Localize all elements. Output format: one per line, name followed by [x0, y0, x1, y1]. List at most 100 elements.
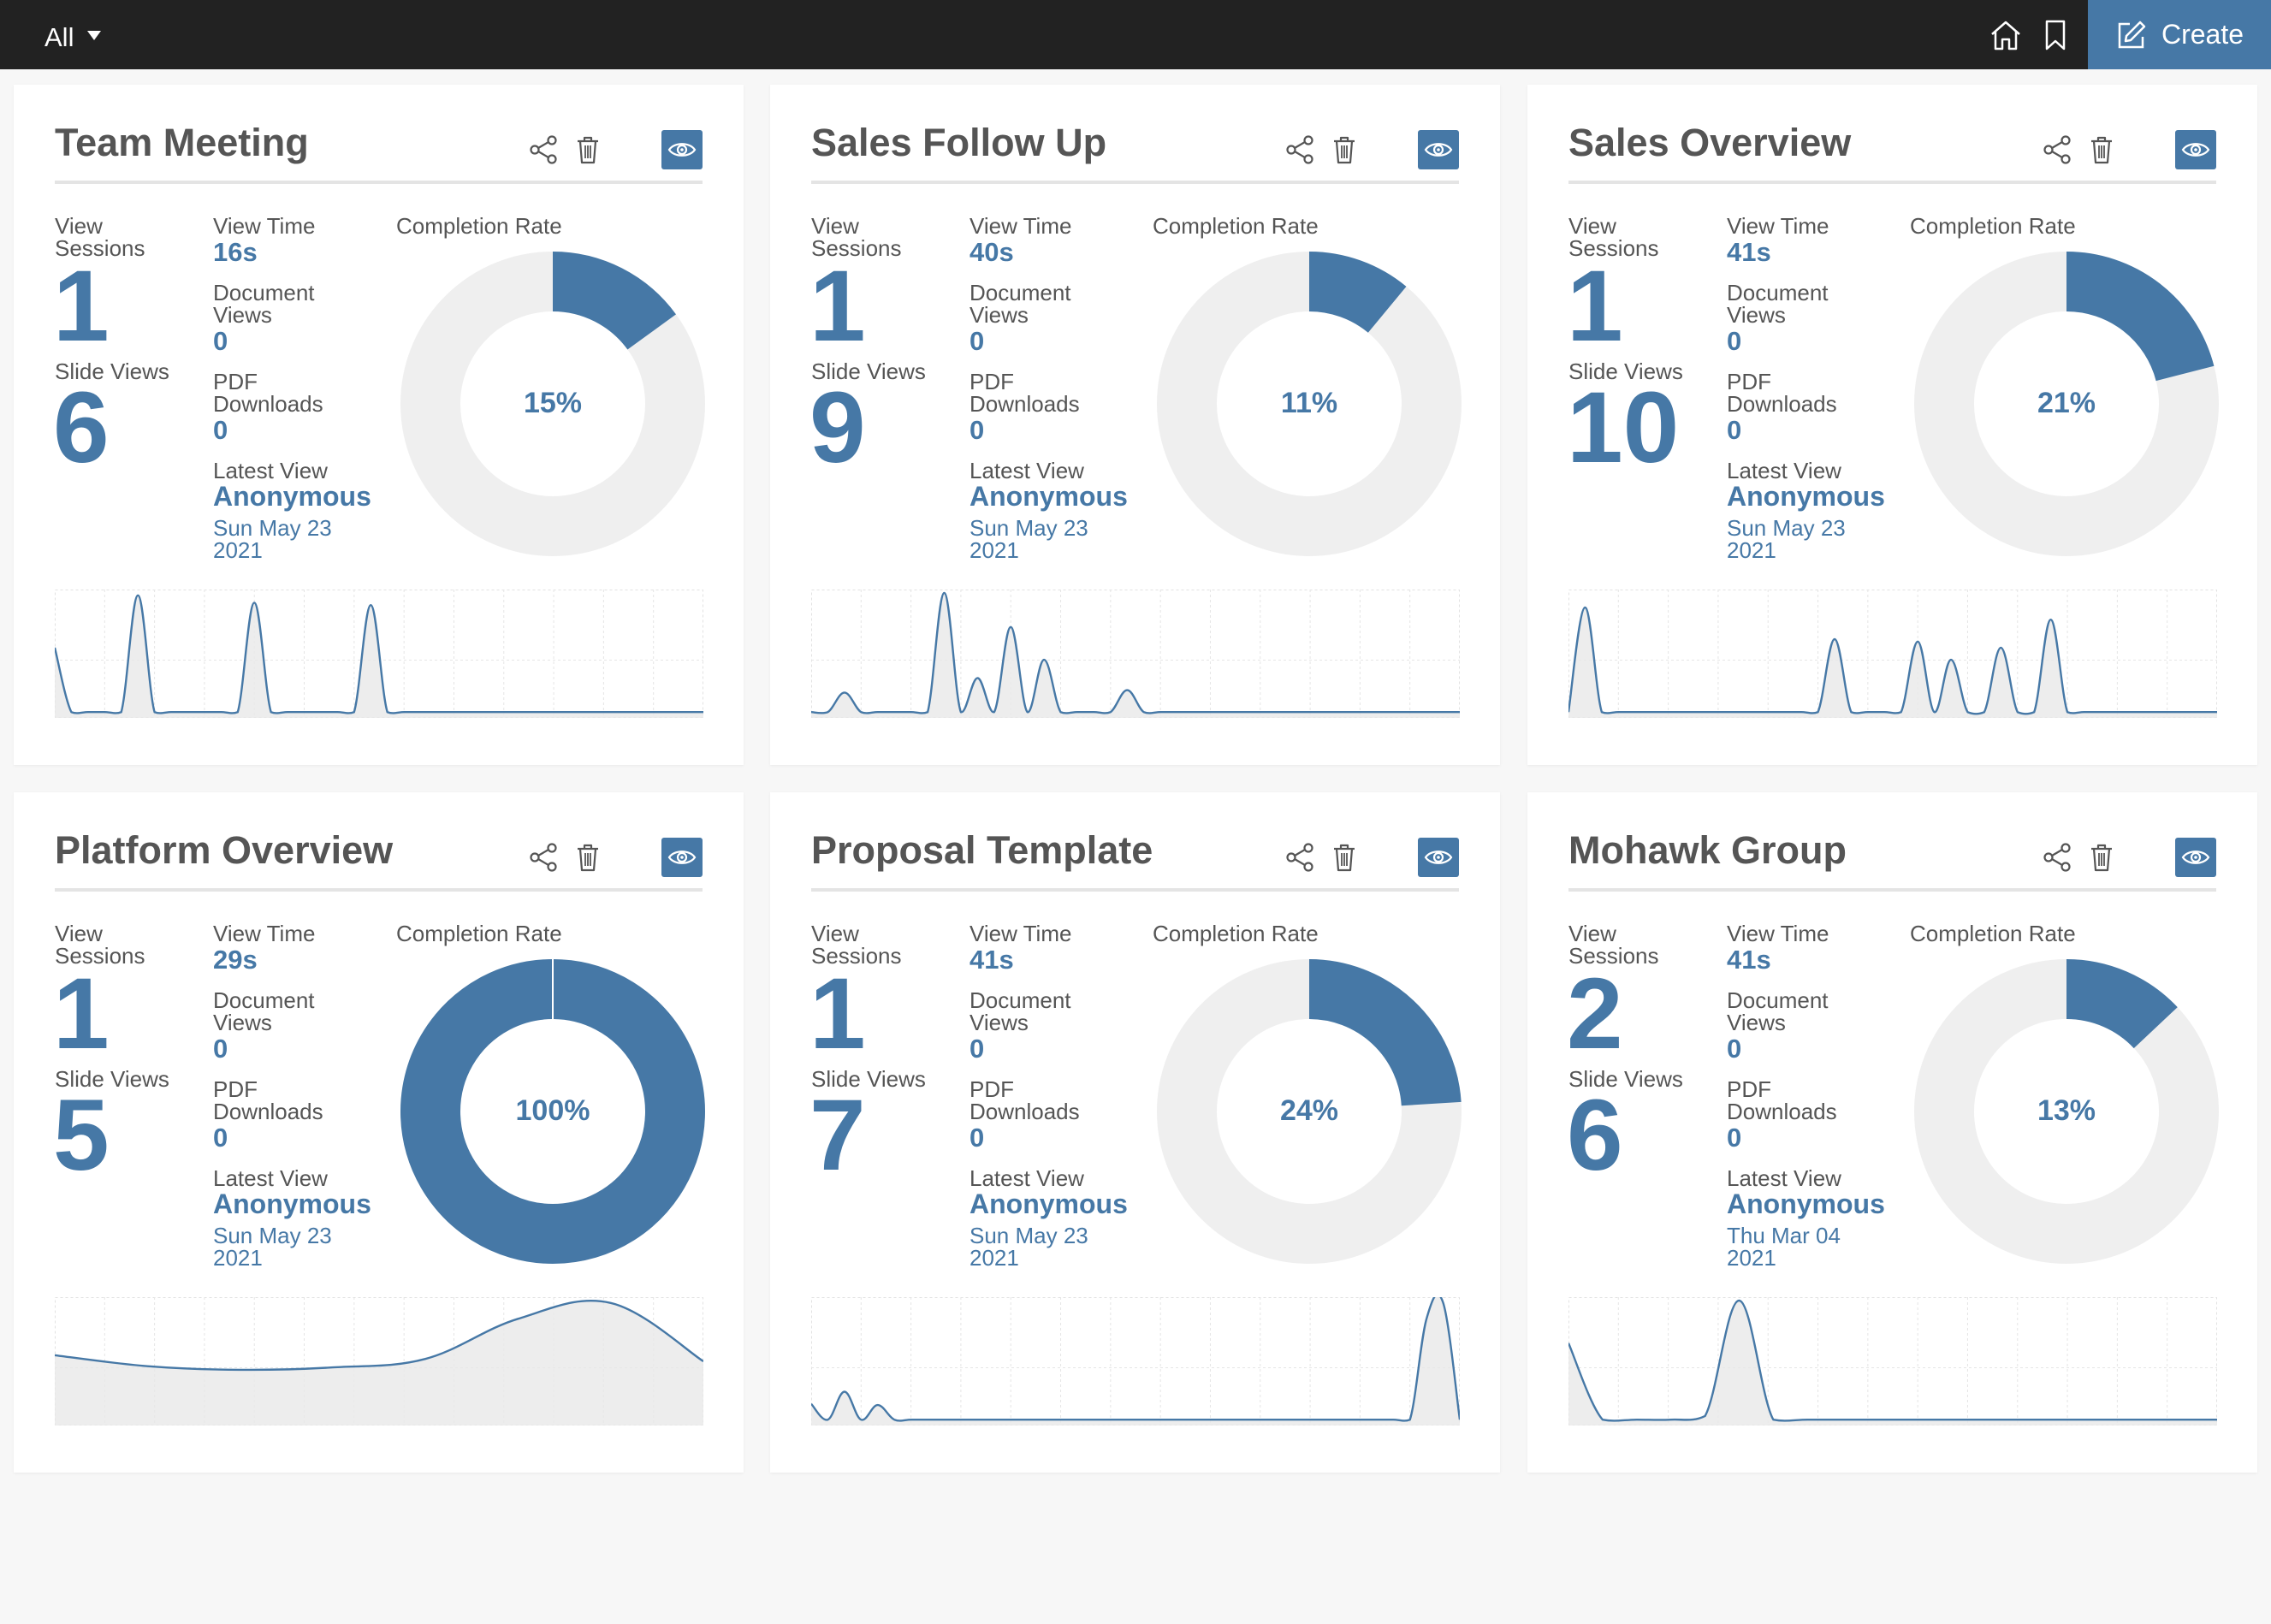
latest-viewer-name[interactable]: Anonymous [969, 481, 1128, 512]
view-time-label: View Time [969, 213, 1072, 239]
eye-icon [667, 143, 697, 157]
create-label: Create [2161, 19, 2244, 50]
create-button[interactable]: Create [2088, 0, 2271, 69]
view-button[interactable] [661, 838, 703, 877]
sparkline-line [55, 594, 703, 714]
slide-views-value: 9 [809, 371, 866, 484]
slide-views-value: 6 [1567, 1079, 1623, 1192]
pdf-downloads-value: 0 [213, 415, 228, 445]
view-button[interactable] [1418, 130, 1459, 169]
sparkline-area [1568, 608, 2217, 718]
view-time-label: View Time [213, 921, 316, 946]
completion-rate-label: Completion Rate [1910, 921, 2076, 946]
document-views-label: Document Views [969, 280, 1071, 328]
share-icon[interactable] [526, 133, 560, 167]
trash-icon[interactable] [1327, 840, 1361, 874]
sparkline-grid [1568, 1297, 2217, 1425]
sparkline-grid [1568, 590, 2217, 718]
completion-donut-chart: 24% [1157, 959, 1462, 1264]
latest-viewer-name[interactable]: Anonymous [969, 1188, 1128, 1219]
latest-view-label: Latest View [213, 1165, 328, 1191]
latest-view-label: Latest View [969, 1165, 1084, 1191]
pdf-downloads-value: 0 [213, 1123, 228, 1153]
card-title[interactable]: Sales Overview [1568, 121, 1852, 164]
trash-icon[interactable] [2084, 133, 2119, 167]
share-icon[interactable] [1283, 133, 1317, 167]
share-icon[interactable] [1283, 840, 1317, 874]
donut-filled-arc [400, 959, 705, 1264]
completion-rate-label: Completion Rate [1153, 921, 1319, 946]
latest-view-label: Latest View [213, 458, 328, 483]
pdf-downloads-value: 0 [1727, 415, 1742, 445]
caret-down-icon [87, 30, 102, 40]
document-views-label: Document Views [1727, 987, 1829, 1035]
completion-percent-text: 21% [2037, 387, 2096, 419]
latest-viewer-name[interactable]: Anonymous [1727, 481, 1885, 512]
document-card: Proposal Template View Sessions 1 Slide V… [770, 792, 1500, 1473]
completion-rate-label: Completion Rate [396, 213, 562, 239]
activity-sparkline [1568, 1297, 2217, 1425]
completion-percent-text: 24% [1280, 1094, 1338, 1127]
pdf-downloads-value: 0 [969, 1123, 985, 1153]
completion-donut-chart: 11% [1157, 252, 1462, 556]
pdf-downloads-label: PDF Downloads [213, 1076, 323, 1124]
completion-donut-chart: 100% [400, 959, 705, 1264]
title-divider [1568, 888, 2216, 892]
title-divider [811, 181, 1459, 184]
document-card: Sales Overview View Sessions 1 Slide View… [1527, 85, 2257, 765]
view-sessions-label: View Sessions [55, 921, 145, 969]
latest-viewer-name[interactable]: Anonymous [213, 1188, 371, 1219]
completion-rate-label: Completion Rate [396, 921, 562, 946]
slide-views-value: 6 [53, 371, 110, 484]
share-icon[interactable] [2040, 133, 2074, 167]
view-time-label: View Time [213, 213, 316, 239]
document-views-value: 0 [969, 1034, 985, 1064]
sparkline-area [811, 593, 1460, 718]
document-views-label: Document Views [969, 987, 1071, 1035]
share-icon[interactable] [526, 840, 560, 874]
trash-icon[interactable] [571, 133, 605, 167]
view-button[interactable] [661, 130, 703, 169]
view-button[interactable] [2175, 130, 2216, 169]
view-time-label: View Time [1727, 213, 1829, 239]
completion-donut-chart: 13% [1914, 959, 2219, 1264]
slide-views-label: Slide Views [811, 1066, 926, 1092]
document-views-value: 0 [213, 1034, 228, 1064]
bookmark-icon[interactable] [2037, 17, 2073, 53]
view-sessions-label: View Sessions [811, 213, 902, 261]
document-views-label: Document Views [213, 280, 315, 328]
slide-views-label: Slide Views [55, 359, 169, 384]
donut-filled-arc [2065, 252, 2215, 382]
latest-view-date: Sun May 23 2021 [1727, 515, 1846, 563]
filter-dropdown[interactable]: All [44, 22, 102, 53]
activity-sparkline [811, 590, 1460, 718]
sparkline-line [811, 1297, 1460, 1422]
card-title[interactable]: Team Meeting [55, 121, 309, 164]
donut-filled-arc [2065, 959, 2178, 1049]
edit-icon [2118, 21, 2146, 48]
card-title[interactable]: Proposal Template [811, 828, 1153, 872]
sparkline-line [1568, 606, 2217, 715]
trash-icon[interactable] [571, 840, 605, 874]
slide-views-label: Slide Views [811, 359, 926, 384]
pdf-downloads-value: 0 [1727, 1123, 1742, 1153]
card-title[interactable]: Platform Overview [55, 828, 394, 872]
latest-view-date: Sun May 23 2021 [969, 1223, 1088, 1271]
pdf-downloads-label: PDF Downloads [1727, 369, 1837, 417]
view-time-label: View Time [969, 921, 1072, 946]
view-button[interactable] [2175, 838, 2216, 877]
share-icon[interactable] [2040, 840, 2074, 874]
title-divider [811, 888, 1459, 892]
latest-viewer-name[interactable]: Anonymous [213, 481, 371, 512]
card-title[interactable]: Mohawk Group [1568, 828, 1847, 872]
view-time-value: 41s [969, 945, 1014, 975]
trash-icon[interactable] [1327, 133, 1361, 167]
view-button[interactable] [1418, 838, 1459, 877]
card-title[interactable]: Sales Follow Up [811, 121, 1107, 164]
home-icon[interactable] [1988, 17, 2024, 53]
trash-icon[interactable] [2084, 840, 2119, 874]
slide-views-label: Slide Views [55, 1066, 169, 1092]
document-card: Team Meeting View Sessions 1 Slide Views … [14, 85, 744, 765]
latest-viewer-name[interactable]: Anonymous [1727, 1188, 1885, 1219]
view-time-value: 41s [1727, 945, 1771, 975]
